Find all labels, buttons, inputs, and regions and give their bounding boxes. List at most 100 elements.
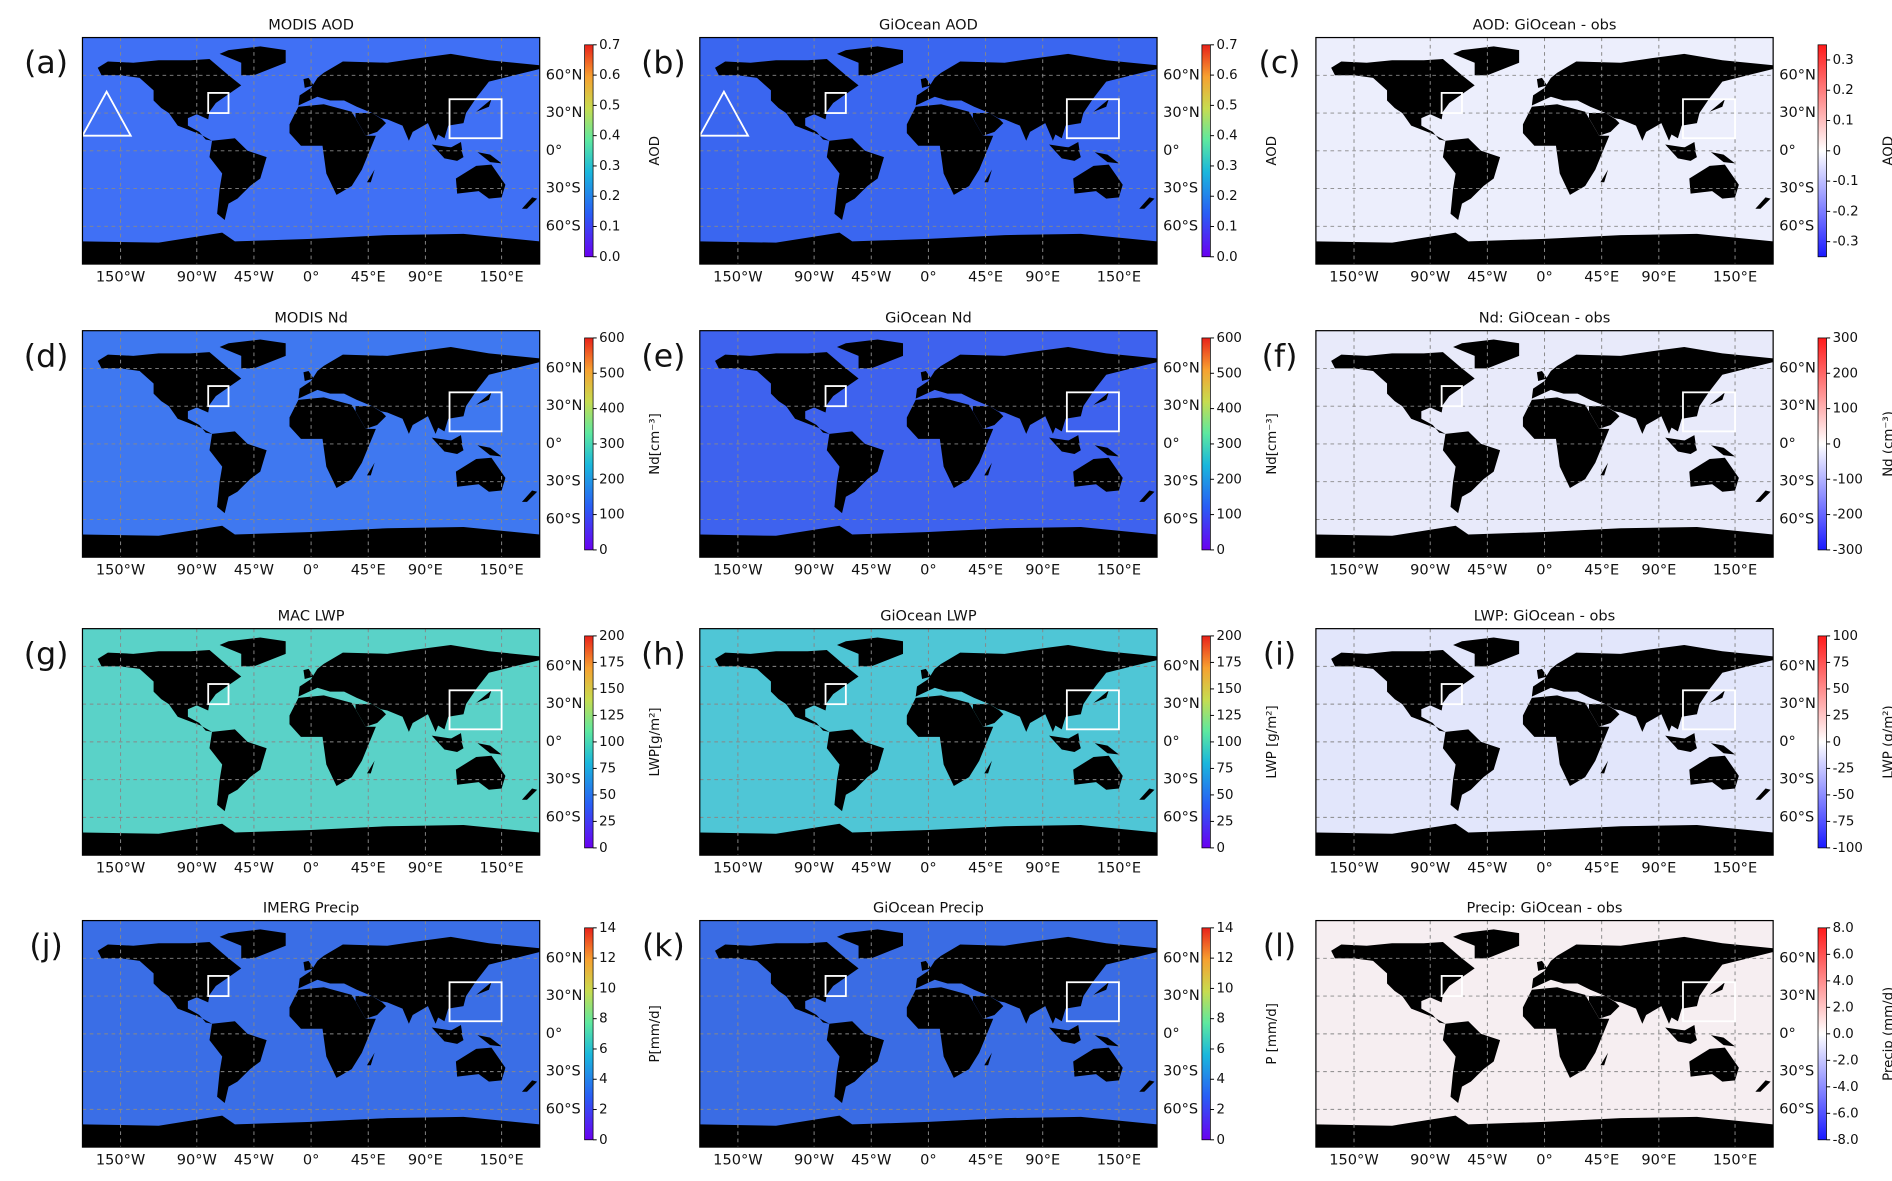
lon-label: 0° bbox=[920, 563, 937, 579]
land bbox=[521, 197, 538, 209]
land bbox=[1094, 152, 1119, 164]
lon-label: 150°E bbox=[479, 269, 523, 285]
panel-label: (e) bbox=[641, 338, 685, 374]
colorbar-tick-label: -300 bbox=[1833, 543, 1863, 558]
region-box bbox=[1440, 385, 1463, 408]
lon-label: 45°W bbox=[1467, 269, 1507, 285]
colorbar-tick-label: 100 bbox=[599, 508, 624, 523]
lon-label: 150°W bbox=[96, 269, 145, 285]
land bbox=[1093, 982, 1109, 995]
land bbox=[715, 941, 859, 1024]
land bbox=[1139, 490, 1155, 502]
map-panel: (h) GiOcean LWP 150°W 90°W 45°W 0° 45°E 90°E 150… bbox=[641, 609, 1280, 877]
lon-label: 90°W bbox=[177, 860, 217, 876]
land bbox=[1331, 352, 1475, 434]
lon-label: 150°E bbox=[1713, 563, 1757, 579]
lon-label: 150°E bbox=[479, 1152, 523, 1168]
colorbar-tick-label: 600 bbox=[599, 331, 624, 346]
lon-label: 90°E bbox=[1641, 1152, 1676, 1168]
colorbar-tick-label: -4.0 bbox=[1833, 1080, 1859, 1095]
colorbar-tick-label: 8 bbox=[1216, 1012, 1224, 1027]
colorbar-tick-label: 0 bbox=[1216, 1133, 1224, 1148]
land bbox=[1442, 138, 1501, 221]
lon-label: 150°E bbox=[1097, 860, 1141, 876]
lon-label: 0° bbox=[920, 269, 937, 285]
lon-label: 0° bbox=[1536, 860, 1553, 876]
land bbox=[1093, 690, 1109, 703]
colorbar-label: AOD bbox=[1265, 136, 1280, 166]
land bbox=[1536, 77, 1548, 88]
land bbox=[915, 347, 1158, 434]
land bbox=[477, 1035, 502, 1047]
panel-title: Precip: GiOcean - obs bbox=[1467, 900, 1623, 916]
colorbar-tick-label: 10 bbox=[1216, 981, 1233, 996]
land bbox=[972, 996, 1004, 1019]
land bbox=[455, 1047, 506, 1082]
land bbox=[355, 996, 387, 1019]
land bbox=[1709, 99, 1725, 112]
colorbar bbox=[1201, 337, 1211, 551]
region-box bbox=[1682, 689, 1736, 731]
lon-label: 90°W bbox=[1410, 860, 1450, 876]
lat-label: 0° bbox=[1163, 1026, 1180, 1042]
map-frame bbox=[699, 330, 1158, 558]
land bbox=[920, 370, 931, 382]
map-frame bbox=[699, 919, 1158, 1148]
lon-label: 0° bbox=[303, 1152, 320, 1168]
lat-label: 30°S bbox=[1163, 474, 1198, 490]
lat-label: 30°N bbox=[546, 696, 583, 712]
land bbox=[1453, 637, 1520, 667]
land bbox=[1066, 1025, 1080, 1039]
land bbox=[715, 650, 859, 732]
land bbox=[826, 431, 884, 514]
lon-label: 45°E bbox=[968, 860, 1003, 876]
colorbar-tick-label: 0 bbox=[599, 1133, 607, 1148]
land bbox=[836, 929, 904, 959]
lon-label: 0° bbox=[1536, 269, 1553, 285]
region-box bbox=[207, 92, 230, 114]
land bbox=[477, 743, 502, 755]
colorbar-tick-label: 8.0 bbox=[1833, 921, 1854, 936]
land bbox=[449, 141, 463, 156]
lat-label: 30°S bbox=[546, 772, 581, 788]
colorbar-tick-label: 4.0 bbox=[1833, 974, 1854, 989]
lat-label: 0° bbox=[1779, 143, 1796, 159]
lat-label: 30°N bbox=[1779, 105, 1816, 121]
land bbox=[219, 46, 286, 76]
colorbar-tick-label: 0.1 bbox=[1833, 114, 1854, 129]
colorbar-label: LWP[g/m²] bbox=[648, 707, 663, 776]
lat-label: 60°N bbox=[546, 950, 583, 966]
lat-label: 30°N bbox=[546, 105, 583, 121]
colorbar-tick-label: 300 bbox=[1833, 331, 1858, 346]
map-panel: (k) GiOcean Precip 150°W 90°W 45°W 0° 45°E 90°E… bbox=[642, 900, 1280, 1168]
land bbox=[1755, 490, 1771, 502]
panel-title: MAC LWP bbox=[278, 609, 345, 625]
lat-label: 60°N bbox=[1779, 360, 1816, 376]
panel-title: Nd: GiOcean - obs bbox=[1479, 311, 1611, 327]
region-box bbox=[1440, 975, 1463, 997]
lat-label: 60°S bbox=[546, 809, 581, 825]
land bbox=[1066, 141, 1080, 156]
land bbox=[209, 729, 267, 812]
colorbar-tick-label: 4 bbox=[599, 1072, 607, 1087]
lat-label: 60°S bbox=[1779, 511, 1814, 527]
lat-label: 30°S bbox=[1163, 772, 1198, 788]
colorbar-tick-label: 200 bbox=[1833, 366, 1858, 381]
land bbox=[715, 352, 859, 434]
colorbar-tick-label: -200 bbox=[1833, 508, 1863, 523]
colorbar-tick-label: 75 bbox=[1216, 761, 1233, 776]
lon-label: 45°W bbox=[234, 1152, 274, 1168]
land bbox=[219, 637, 286, 667]
land bbox=[449, 733, 463, 747]
lat-label: 60°S bbox=[546, 511, 581, 527]
land bbox=[521, 788, 538, 800]
colorbar-tick-label: -75 bbox=[1833, 814, 1855, 829]
lon-label: 90°W bbox=[1410, 269, 1450, 285]
colorbar-label: LWP [g/m²] bbox=[1265, 705, 1280, 778]
colorbar-tick-label: 600 bbox=[1216, 331, 1241, 346]
land bbox=[920, 668, 931, 679]
lon-label: 90°E bbox=[408, 563, 443, 579]
lon-label: 90°W bbox=[1410, 563, 1450, 579]
lon-label: 150°W bbox=[713, 269, 762, 285]
panel-title: GiOcean Nd bbox=[885, 311, 972, 327]
